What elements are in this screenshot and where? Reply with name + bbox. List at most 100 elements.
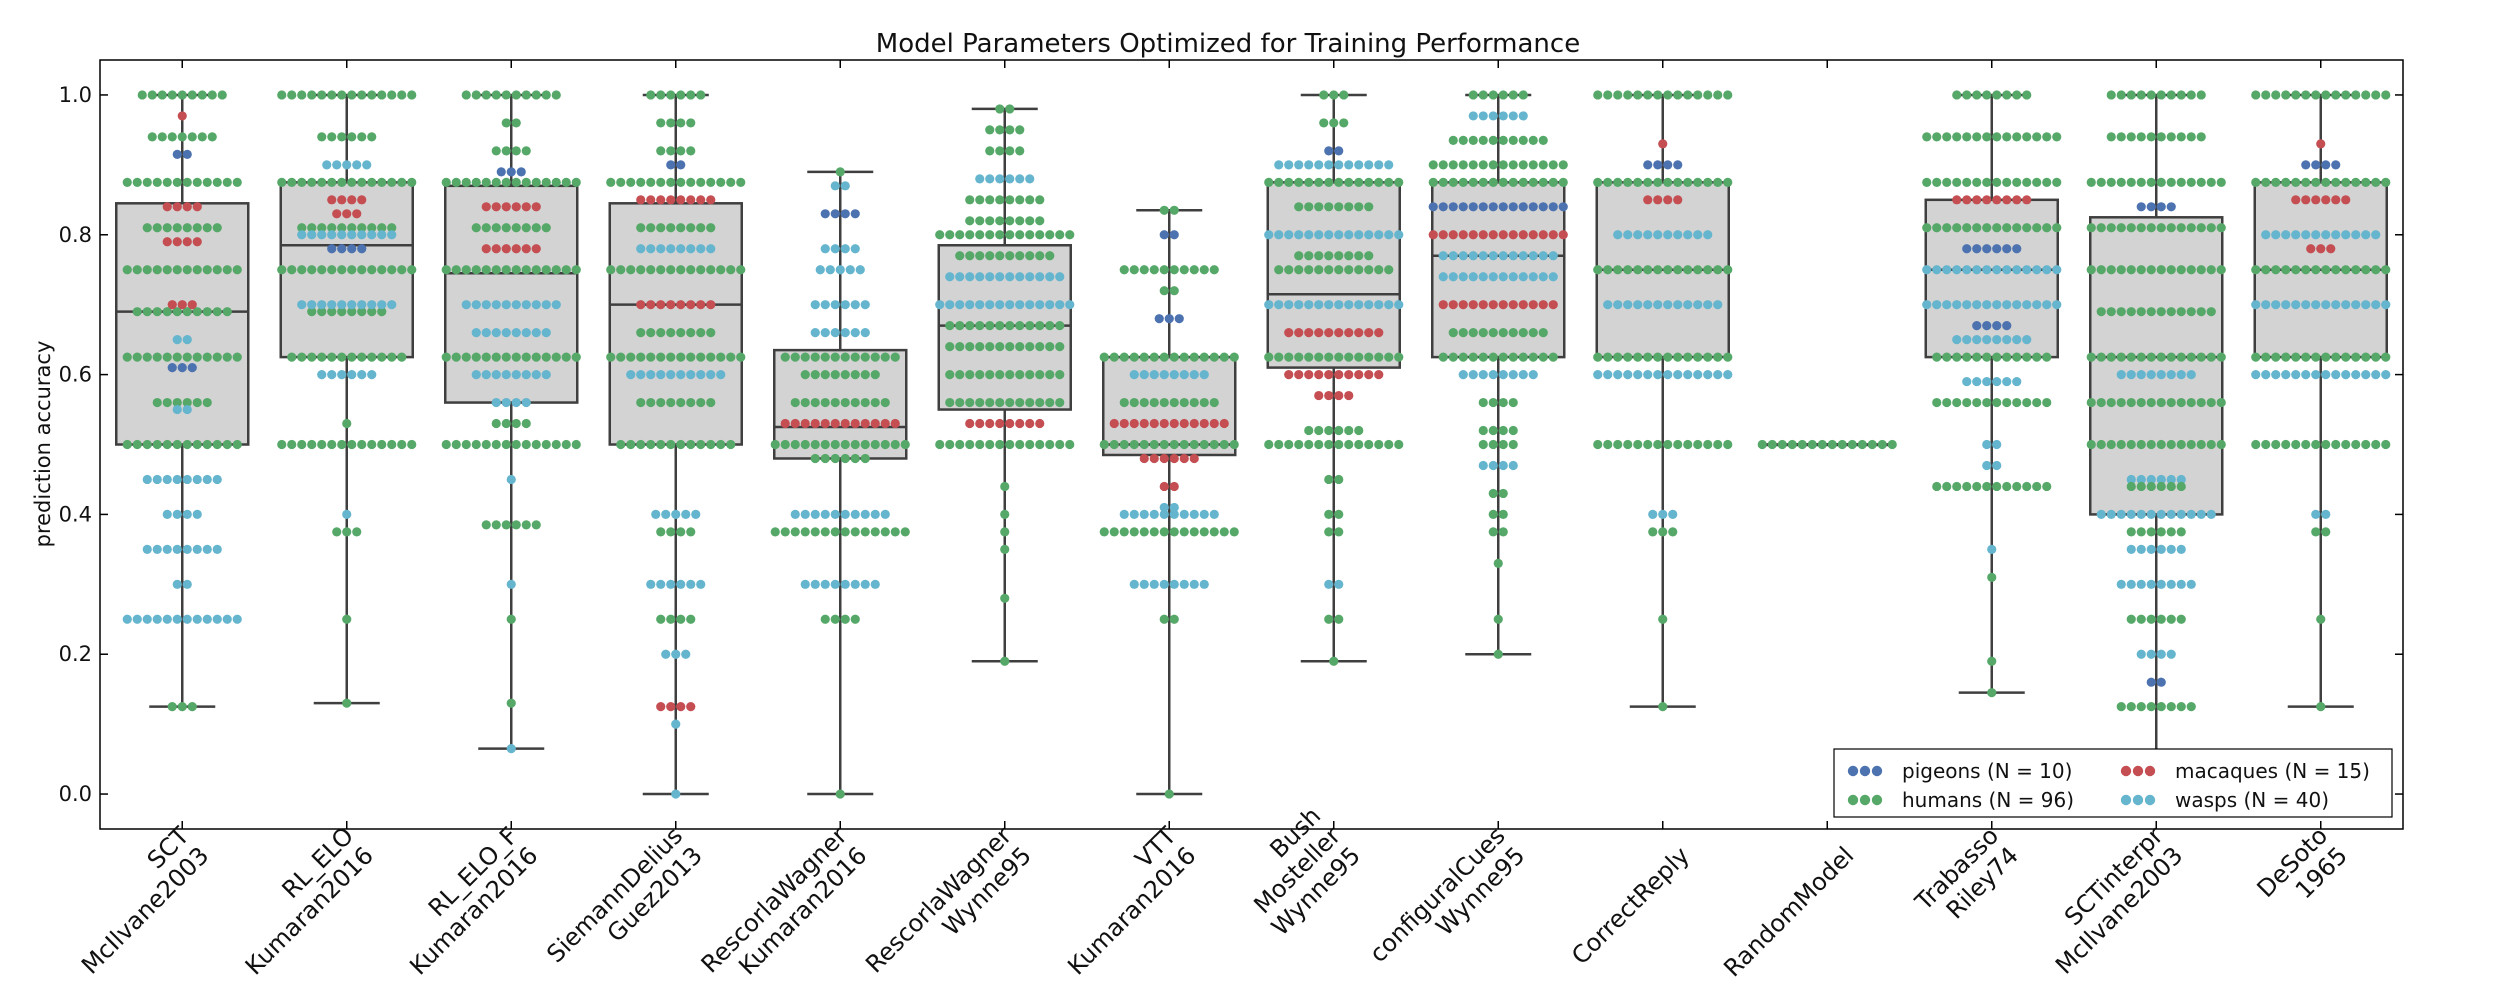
data-point — [1663, 300, 1673, 310]
data-point — [1374, 160, 1384, 170]
data-point — [2166, 579, 2176, 589]
data-point — [337, 132, 347, 142]
data-point — [1633, 177, 1643, 187]
data-point — [616, 439, 626, 450]
data-point — [636, 300, 646, 310]
data-point — [1952, 335, 1962, 345]
data-point — [152, 474, 162, 485]
data-point — [1015, 216, 1025, 226]
data-point — [162, 352, 172, 362]
data-point — [2341, 90, 2351, 100]
data-point — [1055, 439, 1065, 450]
data-point — [501, 223, 511, 233]
data-point — [277, 177, 287, 187]
data-point — [656, 223, 666, 233]
data-point — [1972, 265, 1982, 275]
data-point — [1528, 230, 1538, 240]
data-point — [2196, 397, 2206, 408]
data-point — [2321, 352, 2331, 362]
data-point — [337, 177, 347, 187]
data-point — [2321, 177, 2331, 187]
data-point — [1498, 300, 1508, 310]
legend-marker — [2120, 765, 2132, 777]
data-point — [1613, 177, 1623, 187]
data-point — [1448, 300, 1458, 310]
data-point — [800, 397, 810, 408]
data-point — [511, 244, 521, 254]
data-point — [706, 328, 716, 338]
data-point — [985, 230, 995, 240]
data-point — [646, 328, 656, 338]
box-iqr — [608, 202, 743, 446]
data-point — [800, 527, 810, 537]
data-point — [2216, 352, 2226, 362]
data-point — [1025, 321, 1035, 331]
data-point — [481, 352, 491, 362]
data-point — [1972, 352, 1982, 362]
data-point — [1663, 177, 1673, 187]
data-point — [1952, 195, 1962, 205]
data-point — [506, 614, 516, 624]
data-point — [511, 265, 521, 275]
data-point — [850, 614, 860, 624]
data-point — [706, 265, 716, 275]
data-point — [1508, 90, 1518, 100]
data-point — [142, 352, 152, 362]
data-point — [192, 307, 202, 317]
data-point — [2176, 397, 2186, 408]
data-point — [1229, 352, 1239, 362]
data-point — [297, 223, 307, 233]
data-point — [706, 352, 716, 362]
data-point — [1723, 90, 1733, 100]
data-point — [2281, 177, 2291, 187]
data-point — [1179, 397, 1189, 408]
data-point — [686, 146, 696, 156]
data-point — [1099, 439, 1109, 450]
data-point — [2251, 369, 2261, 380]
data-point — [501, 328, 511, 338]
data-point — [1518, 202, 1528, 212]
data-point — [2166, 223, 2176, 233]
data-point — [2216, 439, 2226, 450]
data-point — [965, 300, 975, 310]
data-point — [726, 439, 736, 450]
data-point — [696, 177, 706, 187]
data-point — [1982, 223, 1992, 233]
data-point — [2002, 321, 2012, 331]
data-point — [1603, 439, 1613, 450]
legend: pigeons (N = 10) macaques (N = 15)humans … — [1833, 748, 2393, 818]
data-point — [2136, 177, 2146, 187]
data-point — [2156, 369, 2166, 380]
data-point — [2022, 265, 2032, 275]
data-point — [666, 195, 676, 205]
data-point — [2341, 195, 2351, 205]
data-point — [1139, 418, 1149, 429]
data-point — [736, 352, 746, 362]
plot-frame — [99, 59, 2404, 830]
data-point — [1159, 502, 1169, 513]
data-point — [2311, 509, 2321, 520]
data-point — [2136, 265, 2146, 275]
data-point — [1593, 177, 1603, 187]
data-point — [2116, 579, 2126, 589]
data-point — [1488, 90, 1498, 100]
data-point — [2086, 397, 2096, 408]
data-point — [1548, 160, 1558, 170]
data-point — [1005, 195, 1015, 205]
data-point — [2042, 223, 2052, 233]
data-point — [2156, 579, 2166, 589]
data-point — [676, 195, 686, 205]
data-point — [1149, 439, 1159, 450]
data-point — [636, 328, 646, 338]
data-point — [202, 614, 212, 624]
data-point — [2116, 369, 2126, 380]
data-point — [1468, 90, 1478, 100]
data-point — [182, 177, 192, 187]
data-point — [506, 474, 516, 485]
data-point — [975, 342, 985, 352]
data-point — [1264, 300, 1274, 310]
data-point — [1284, 439, 1294, 450]
data-point — [2261, 300, 2271, 310]
data-point — [2156, 439, 2166, 450]
data-point — [1035, 251, 1045, 261]
